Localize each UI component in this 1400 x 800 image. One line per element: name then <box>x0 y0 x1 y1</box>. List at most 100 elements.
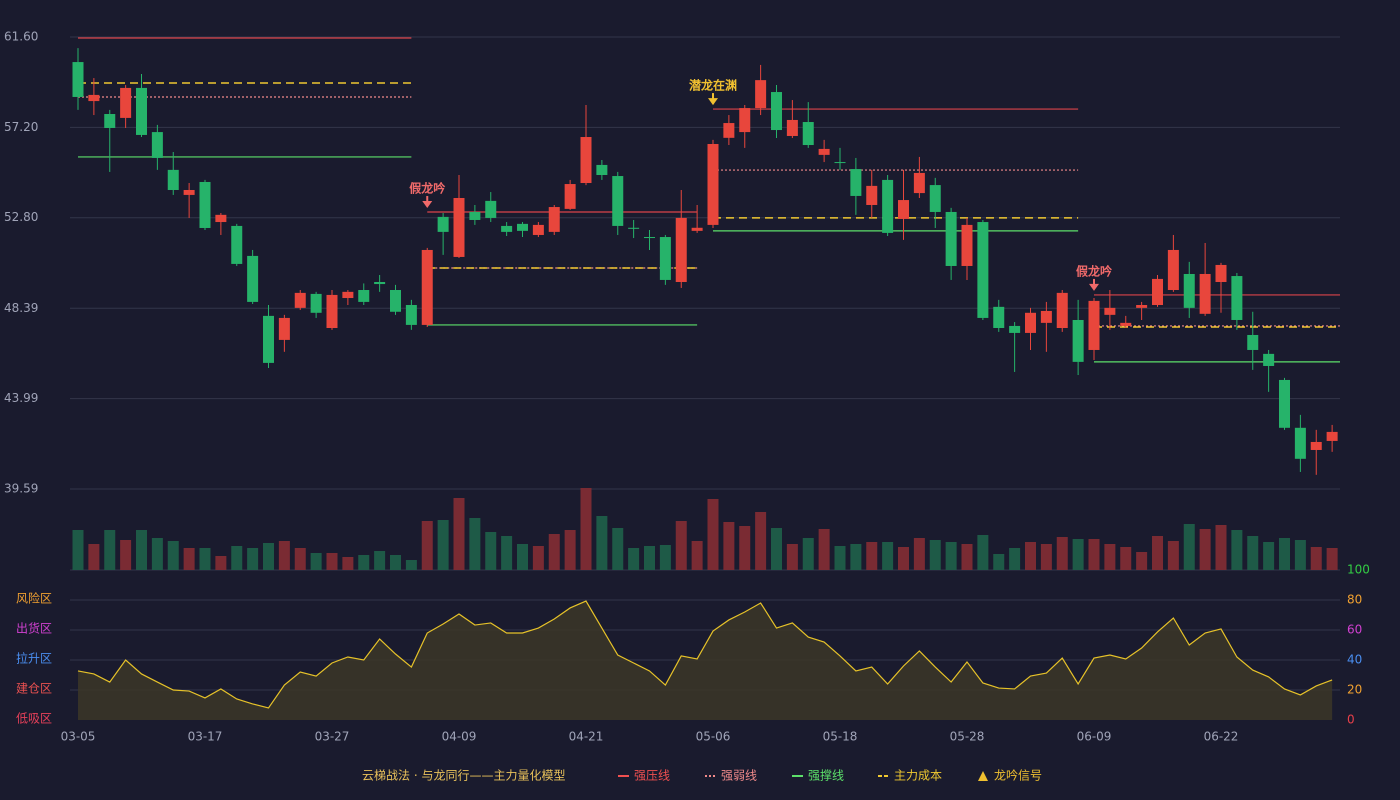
candle-body <box>707 143 719 225</box>
candle-body <box>961 224 973 266</box>
candle-body <box>1215 264 1227 282</box>
candle-body <box>374 281 386 285</box>
volume-bar <box>1009 548 1021 570</box>
x-tick-label: 04-09 <box>442 730 477 744</box>
x-tick-label: 06-09 <box>1077 730 1112 744</box>
candle-body <box>1009 325 1021 333</box>
candle-body <box>120 87 132 118</box>
volume-bar <box>866 542 878 570</box>
volume-bar <box>1310 547 1322 570</box>
volume-bar <box>1215 525 1227 570</box>
volume-bar <box>691 541 703 570</box>
candle-body <box>580 137 592 184</box>
volume-bar <box>1231 530 1243 570</box>
volume-bar <box>294 548 306 570</box>
candle-body <box>913 172 925 194</box>
volume-bar <box>72 530 84 570</box>
candle-body <box>1279 379 1290 428</box>
candle-body <box>1167 249 1179 291</box>
candle-body <box>898 200 909 219</box>
candle-body <box>453 198 465 257</box>
candle-body <box>850 169 862 196</box>
candle-body <box>501 225 513 232</box>
candle-body <box>1263 353 1275 366</box>
legend-symbol <box>978 771 988 781</box>
volume-bar <box>151 538 163 570</box>
legend-label: 强撑线 <box>808 768 844 783</box>
legend-label: 主力成本 <box>894 769 942 783</box>
candle-body <box>977 222 989 318</box>
volume-bar <box>977 535 989 570</box>
volume-bar <box>961 544 973 570</box>
volume-bar <box>453 498 465 570</box>
volume-bar <box>1152 536 1163 570</box>
candle-body <box>802 122 814 146</box>
candle-body <box>659 237 671 280</box>
volume-bar <box>898 547 909 570</box>
candle-body <box>532 224 544 235</box>
y-tick-label: 43.99 <box>4 391 38 405</box>
y-tick-label: 20 <box>1347 683 1362 697</box>
volume-bar <box>1104 544 1116 570</box>
zone-label: 低吸区 <box>16 712 52 726</box>
volume-bar <box>1183 524 1195 570</box>
candle-body <box>1104 307 1116 315</box>
volume-bar <box>310 553 322 570</box>
candle-body <box>247 255 259 302</box>
volume-bar <box>1294 540 1306 570</box>
candle-body <box>929 185 941 212</box>
candle-body <box>215 214 227 223</box>
volume-bar <box>374 551 386 570</box>
y-tick-label: 100 <box>1347 563 1370 577</box>
candle-body <box>278 317 290 340</box>
candle-body <box>945 211 957 266</box>
candle-body <box>723 123 735 138</box>
candle-body <box>612 176 624 226</box>
candle-body <box>1247 334 1259 350</box>
volume-bar <box>517 544 528 570</box>
candle-body <box>405 304 417 325</box>
volume-bar <box>707 499 719 570</box>
candle-body <box>469 211 481 220</box>
volume-bar <box>326 553 338 570</box>
candle-body <box>326 294 338 328</box>
candle-body <box>310 293 322 313</box>
candle-body <box>1025 312 1036 333</box>
volume-bar <box>802 538 814 570</box>
candle-body <box>437 216 449 232</box>
volume-bar <box>1040 544 1052 570</box>
volume-bar <box>199 548 211 570</box>
volume-bar <box>104 530 116 570</box>
volume-bar <box>1247 536 1259 570</box>
volume-bar <box>628 548 640 570</box>
signal-arrow-head <box>708 98 718 106</box>
zone-label: 拉升区 <box>16 651 52 666</box>
candle-body <box>151 132 163 158</box>
candle-body <box>596 164 608 176</box>
signal-arrow-head <box>422 200 433 208</box>
x-tick-label: 04-21 <box>569 730 604 744</box>
candle-body <box>72 62 84 97</box>
zone-label: 出货区 <box>16 621 52 636</box>
volume-bar <box>215 556 227 570</box>
volume-bar <box>485 532 497 570</box>
candle-body <box>1183 273 1195 308</box>
volume-bar <box>1167 541 1179 570</box>
candle-body <box>993 306 1005 328</box>
volume-bar <box>263 543 274 570</box>
candle-body <box>104 114 116 128</box>
y-tick-label: 57.20 <box>4 120 38 134</box>
volume-bar <box>644 546 655 570</box>
volume-bar <box>913 538 925 570</box>
candle-body <box>1088 300 1100 350</box>
x-tick-label: 03-05 <box>61 730 96 744</box>
candle-body <box>136 87 147 135</box>
y-tick-label: 40 <box>1347 653 1362 667</box>
candle-body <box>1072 319 1084 362</box>
candle-body <box>675 217 687 282</box>
volume-bar <box>88 544 100 570</box>
legend-label: 强弱线 <box>721 769 757 783</box>
candle-body <box>834 162 846 164</box>
legend-title: 云梯战法 · 与龙同行——主力量化模型 <box>362 769 565 783</box>
